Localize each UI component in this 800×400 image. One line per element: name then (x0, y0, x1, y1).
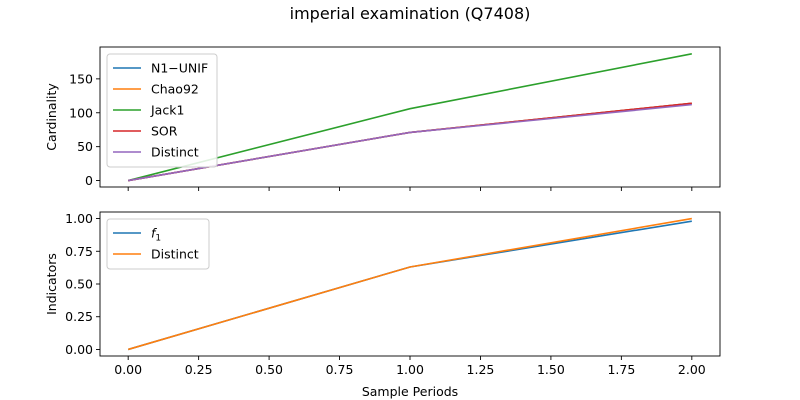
legend-box (106, 53, 218, 168)
subplot-cardinality: 0 50 100 150 Cardinality N1−UNIF Chao92 Jack1 SO… (44, 46, 721, 191)
y-tick-label: 0.25 (65, 309, 93, 324)
x-tick-label: 0.25 (185, 362, 213, 377)
x-tick-label: 1.25 (467, 362, 495, 377)
y-tick-label: 1.00 (65, 211, 93, 226)
y-axis-label: Cardinality (44, 83, 59, 151)
x-tick-label: 0.50 (255, 362, 283, 377)
legend: f1 Distinct (106, 218, 210, 270)
x-tick-label: 1.50 (537, 362, 565, 377)
y-axis-label: Indicators (44, 253, 59, 315)
legend-label: f1 (151, 226, 161, 244)
x-axis-label: Sample Periods (362, 384, 458, 399)
y-tick-label: 0.50 (65, 277, 93, 292)
subplot-indicators: 0.00 0.25 0.50 0.75 1.00 1.25 1.50 1.75 2.00 0.00… (44, 211, 721, 399)
y-tick-label: 0.00 (65, 342, 93, 357)
legend: N1−UNIF Chao92 Jack1 SOR Distinct (106, 53, 218, 168)
legend-label: N1−UNIF (151, 61, 208, 76)
series-line-distinct (127, 217, 692, 351)
x-tick-label: 1.75 (607, 362, 635, 377)
y-tick-label: 50 (77, 139, 93, 154)
legend-box (106, 218, 210, 270)
y-tick-label: 0.75 (65, 244, 93, 259)
x-tick-label: 1.00 (396, 362, 424, 377)
series-line-distinct (128, 103, 692, 182)
y-tick-label: 0 (85, 173, 93, 188)
x-tick-label: 2.00 (678, 362, 706, 377)
legend-label: Jack1 (150, 103, 184, 118)
legend-label: Distinct (151, 247, 199, 262)
x-tick-label: 0.00 (114, 362, 142, 377)
figure-title: imperial examination (Q7408) (290, 4, 531, 23)
y-tick-label: 150 (69, 71, 93, 86)
legend-label: Distinct (151, 145, 199, 160)
series-line-f1 (127, 220, 692, 351)
series-line-jack1 (127, 52, 692, 182)
legend-label: SOR (151, 124, 178, 139)
y-tick-label: 100 (69, 105, 93, 120)
legend-label: Chao92 (151, 82, 199, 97)
x-tick-label: 0.75 (326, 362, 354, 377)
